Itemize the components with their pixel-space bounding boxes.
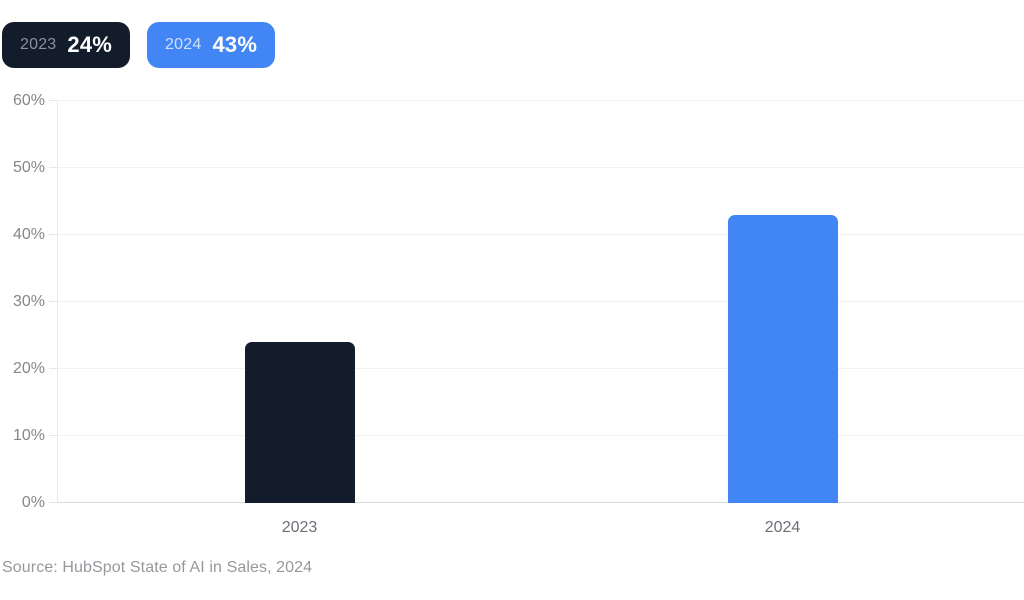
y-axis-tick-0% — [49, 502, 58, 503]
y-axis-labels: 0% 10% 20% 30% 40% 50% 60% — [0, 93, 45, 511]
y-axis-label-20%: 20% — [12, 360, 45, 378]
y-axis-tick-20% — [49, 368, 58, 370]
gridline-10% — [58, 435, 1024, 437]
y-axis-tick-60% — [49, 100, 58, 101]
gridline-20% — [58, 368, 1024, 370]
legend: 2023 24% 2024 43% — [2, 22, 276, 68]
legend-year-label: 2023 — [20, 36, 57, 53]
y-axis-label-0%: 0% — [21, 494, 45, 511]
y-axis-label-60%: 60% — [12, 92, 45, 109]
y-axis-tick-40% — [49, 234, 58, 236]
gridline-40% — [58, 234, 1024, 236]
x-axis-label-2023: 2023 — [281, 519, 318, 536]
bar-2023[interactable] — [244, 342, 355, 503]
gridline-60% — [58, 100, 1024, 101]
y-axis-tick-10% — [49, 435, 58, 437]
legend-badge-2024[interactable]: 2024 43% — [147, 22, 276, 68]
y-axis-label-10%: 10% — [12, 427, 45, 445]
x-axis-baseline — [58, 502, 1024, 503]
y-axis-tick-50% — [49, 167, 58, 168]
legend-year-label: 2024 — [165, 36, 202, 53]
y-axis-label-40%: 40% — [12, 226, 45, 244]
source-note: Source: HubSpot State of AI in Sales, 20… — [2, 559, 313, 576]
gridline-50% — [58, 167, 1024, 168]
bar-2024[interactable] — [727, 214, 838, 503]
y-axis-label-50%: 50% — [12, 159, 45, 176]
x-axis-label-2024: 2024 — [764, 519, 801, 536]
y-axis-label-30%: 30% — [12, 293, 45, 310]
gridline-30% — [58, 301, 1024, 302]
legend-badge-2023[interactable]: 2023 24% — [2, 22, 131, 68]
legend-value-label: 24% — [67, 32, 113, 57]
plot-area: 2023 2024 — [49, 100, 1024, 536]
y-axis-tick-30% — [49, 301, 58, 302]
legend-value-label: 43% — [212, 32, 258, 57]
